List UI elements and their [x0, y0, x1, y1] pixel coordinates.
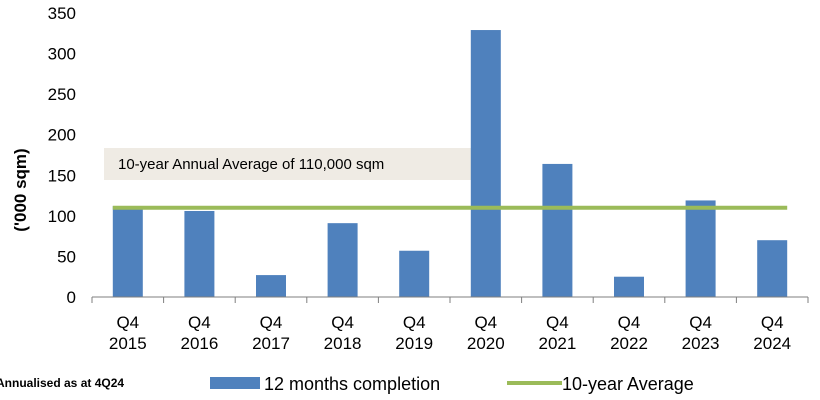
y-tick-label: 250: [48, 85, 76, 104]
bar: [399, 250, 430, 297]
legend-label-completion: 12 months completion: [264, 374, 440, 394]
y-tick-label: 50: [57, 247, 76, 266]
bar: [327, 223, 358, 297]
y-tick-label: 100: [48, 207, 76, 226]
x-tick-labels: Q4 2015 Q4 2016 Q4 2017 Q4 2018 Q4 2019 Q4 2020 Q4 20…: [109, 313, 791, 353]
bar: [256, 275, 286, 297]
x-tick-label: Q4 2021: [538, 313, 576, 353]
x-tick-label: Q4 2020: [467, 313, 505, 353]
bar: [112, 206, 143, 297]
bar: [757, 240, 788, 297]
average-annotation: 10-year Annual Average of 110,000 sqm: [104, 148, 472, 180]
y-tick-label: 150: [48, 166, 76, 185]
x-tick-label: Q4 2018: [324, 313, 362, 353]
x-tick-label: Q4 2022: [610, 313, 648, 353]
y-tick-label: 200: [48, 126, 76, 145]
annotation-box: [104, 148, 472, 180]
y-tick-label: 300: [48, 45, 76, 64]
legend-swatch-completion: [210, 377, 260, 389]
y-tick-labels: 0 50 100 150 200 250 300 350: [48, 4, 76, 307]
x-tick-marks: [91, 297, 809, 303]
bar: [470, 30, 501, 297]
y-tick-label: 350: [48, 4, 76, 23]
bars: [112, 30, 788, 297]
y-axis-label: ('000 sqm): [11, 148, 30, 231]
y-tick-label: 0: [67, 288, 76, 307]
bar: [614, 276, 644, 297]
x-tick-label: Q4 2023: [682, 313, 720, 353]
x-tick-label: Q4 2019: [395, 313, 433, 353]
annotation-text: 10-year Annual Average of 110,000 sqm: [118, 156, 384, 173]
x-tick-label: Q4 2015: [109, 313, 147, 353]
footnote: Annualised as at 4Q24: [0, 376, 124, 390]
x-tick-label: Q4 2017: [252, 313, 290, 353]
x-tick-label: Q4 2016: [180, 313, 218, 353]
bar: [685, 200, 716, 297]
legend: 12 months completion 10-year Average: [210, 374, 694, 394]
legend-label-average: 10-year Average: [562, 374, 694, 394]
bar: [184, 210, 215, 297]
x-tick-label: Q4 2024: [753, 313, 791, 353]
bar: [542, 163, 573, 297]
